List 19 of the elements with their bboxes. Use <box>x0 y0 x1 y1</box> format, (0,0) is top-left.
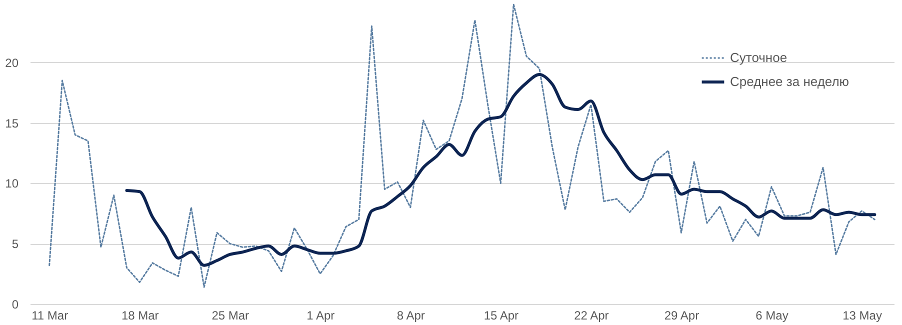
x-tick-label: 15 Apr <box>484 308 519 322</box>
x-tick-label: 18 Mar <box>121 308 159 322</box>
y-tick-label: 10 <box>5 176 19 191</box>
line-series <box>48 4 876 288</box>
line-series <box>125 72 876 267</box>
x-tick-label: 13 May <box>842 308 882 322</box>
x-tick-label: 22 Apr <box>574 308 609 322</box>
x-tick-label: 1 Apr <box>306 308 335 322</box>
y-tick-label: 5 <box>12 237 19 252</box>
y-tick-label: 20 <box>5 56 19 70</box>
y-tick-label: 0 <box>12 298 19 312</box>
x-tick-label: 25 Mar <box>212 308 250 322</box>
x-tick-label: 11 Mar <box>32 308 68 322</box>
x-tick-label: 8 Apr <box>396 308 425 322</box>
x-tick-label: 29 Apr <box>664 308 700 322</box>
legend-label: Суточное <box>730 50 788 65</box>
legend-label: Среднее за неделю <box>730 74 850 89</box>
y-tick-label: 15 <box>5 116 19 130</box>
x-tick-label: 6 May <box>756 308 788 322</box>
